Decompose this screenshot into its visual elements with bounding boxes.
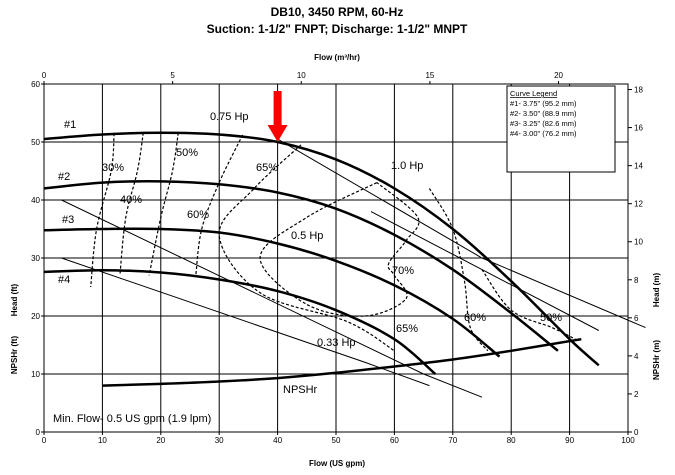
legend-entry-2: #2- 3.50" (88.9 mm) [510, 109, 577, 118]
efficiency-curve [481, 269, 576, 340]
y2-tick-label: 4 [634, 352, 639, 361]
legend-box [506, 85, 616, 173]
y2-axis-label-head-m: Head (m) [652, 273, 661, 308]
label-power-075: 0.75 Hp [210, 111, 249, 123]
efficiency-curve [119, 132, 144, 276]
x-tick-label: 20 [156, 436, 165, 445]
y2-tick-label: 10 [634, 238, 643, 247]
chart-title: DB10, 3450 RPM, 60-Hz [271, 5, 404, 19]
y-tick-label: 40 [31, 196, 40, 205]
label-eff-70: 70% [392, 265, 414, 277]
label-eff-30: 30% [102, 162, 124, 174]
x2-tick-label: 15 [425, 71, 434, 80]
x-tick-label: 90 [565, 436, 574, 445]
legend: Curve Legend #1- 3.75" (95.2 mm) #2- 3.5… [506, 85, 616, 173]
power-line [61, 199, 483, 398]
arrow-head [267, 125, 288, 142]
efficiency-curve [218, 144, 395, 352]
chart-subtitle: Suction: 1-1/2" FNPT; Discharge: 1-1/2" … [207, 22, 468, 36]
y-axis-label-npshr-ft: NPSHr (ft) [10, 336, 19, 375]
efficiency-curve [428, 188, 489, 352]
legend-entry-1: #1- 3.75" (95.2 mm) [510, 99, 577, 108]
label-power-033: 0.33 Hp [317, 337, 356, 349]
x-tick-label: 40 [273, 436, 282, 445]
y2-tick-label: 18 [634, 86, 643, 95]
x2-axis-label: Flow (m³/hr) [314, 53, 360, 62]
label-eff-60-b: 60% [464, 312, 486, 324]
label-eff-65-b: 65% [396, 323, 418, 335]
x-tick-label: 0 [42, 436, 47, 445]
label-eff-65-a: 65% [256, 162, 278, 174]
label-eff-50-a: 50% [176, 147, 198, 159]
x2-tick-label: 20 [554, 71, 563, 80]
y2-tick-label: 14 [634, 162, 643, 171]
y-tick-label: 50 [31, 138, 40, 147]
efficiency-curves [90, 132, 576, 352]
label-power-05: 0.5 Hp [291, 230, 323, 242]
y-tick-label: 20 [31, 312, 40, 321]
npshr-curve [102, 337, 582, 387]
x-tick-label: 10 [98, 436, 107, 445]
y-axis-label-head-ft: Head (ft) [10, 283, 19, 316]
x2-tick-label: 0 [42, 71, 47, 80]
y2-tick-label: 12 [634, 200, 643, 209]
label-curve-1: #1 [64, 119, 76, 131]
y2-tick-label: 0 [634, 428, 639, 437]
head-curve-3 [43, 227, 501, 358]
y-tick-label: 0 [36, 428, 41, 437]
y2-tick-label: 16 [634, 124, 643, 133]
efficiency-curve [90, 133, 115, 288]
x-tick-label: 30 [215, 436, 224, 445]
head-curve-4 [43, 268, 437, 375]
y2-axis-label-npshr-m: NPSHr (m) [652, 340, 661, 380]
x2-tick-label: 10 [297, 71, 306, 80]
arrow-shaft [273, 91, 282, 125]
head-curve-2 [43, 180, 559, 352]
plot-frame [43, 83, 629, 433]
label-curve-3: #3 [62, 214, 74, 226]
label-eff-50-b: 50% [540, 312, 562, 324]
label-eff-40: 40% [120, 194, 142, 206]
y-tick-label: 60 [31, 80, 40, 89]
y2-tick-label: 6 [634, 314, 639, 323]
x2-tick-label: 5 [170, 71, 175, 80]
power-line [61, 257, 430, 387]
label-curve-4: #4 [58, 274, 70, 286]
x-axis-label: Flow (US gpm) [309, 459, 365, 468]
label-npshr: NPSHr [283, 384, 318, 396]
head-curve-1 [43, 131, 600, 367]
min-flow-note: Min. Flow- 0.5 US gpm (1.9 lpm) [53, 413, 211, 425]
x-tick-label: 70 [448, 436, 457, 445]
label-curve-2: #2 [58, 171, 70, 183]
label-power-10: 1.0 Hp [391, 160, 423, 172]
power-lines [61, 138, 646, 398]
x-tick-label: 60 [390, 436, 399, 445]
legend-entry-3: #3- 3.25" (82.6 mm) [510, 119, 577, 128]
y2-tick-label: 2 [634, 390, 639, 399]
label-eff-60-a: 60% [187, 209, 209, 221]
y2-tick-label: 8 [634, 276, 639, 285]
efficiency-curve [148, 132, 179, 276]
y-tick-label: 10 [31, 370, 40, 379]
legend-entry-4: #4- 3.00" (76.2 mm) [510, 129, 577, 138]
y-tick-label: 30 [31, 254, 40, 263]
bep-arrow [267, 91, 288, 142]
legend-title: Curve Legend [510, 89, 557, 98]
power-line [370, 211, 600, 331]
x-tick-label: 100 [621, 436, 635, 445]
x-tick-label: 80 [507, 436, 516, 445]
power-line [277, 138, 646, 329]
x-tick-label: 50 [332, 436, 341, 445]
head-curves [43, 131, 600, 387]
efficiency-curve [259, 182, 420, 317]
